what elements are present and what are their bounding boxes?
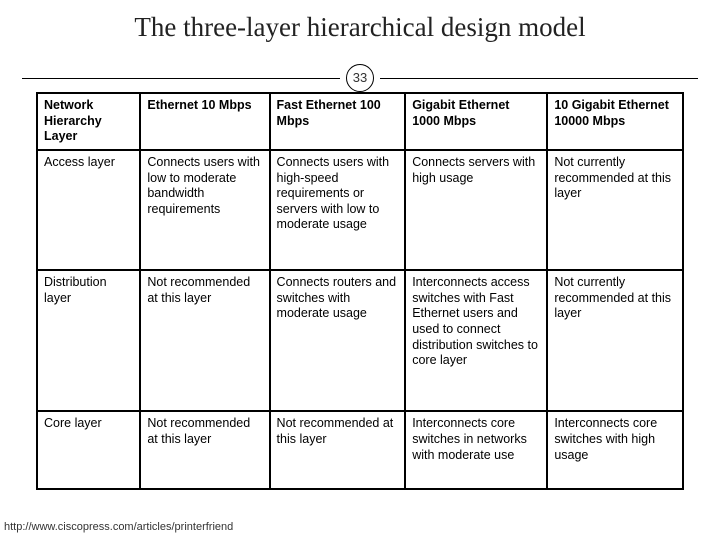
cell: Access layer xyxy=(37,150,140,270)
cell: Distribution layer xyxy=(37,270,140,411)
table-row: Distribution layer Not recommended at th… xyxy=(37,270,683,411)
cell: Connects users with high-speed requireme… xyxy=(270,150,406,270)
col-header: 10 Gigabit Ethernet 10000 Mbps xyxy=(547,93,683,150)
cell: Interconnects core switches with high us… xyxy=(547,411,683,489)
cell: Interconnects access switches with Fast … xyxy=(405,270,547,411)
hierarchy-table: Network Hierarchy Layer Ethernet 10 Mbps… xyxy=(36,92,684,490)
title-rule: 33 xyxy=(22,64,698,92)
rule-left xyxy=(22,78,340,79)
footer-line1: http://www.ciscopress.com/articles/print… xyxy=(4,521,233,533)
table-row: Access layer Connects users with low to … xyxy=(37,150,683,270)
cell: Not currently recommended at this layer xyxy=(547,150,683,270)
rule-right xyxy=(380,78,698,79)
col-header: Ethernet 10 Mbps xyxy=(140,93,269,150)
cell: Connects routers and switches with moder… xyxy=(270,270,406,411)
cell: Connects servers with high usage xyxy=(405,150,547,270)
col-header: Fast Ethernet 100 Mbps xyxy=(270,93,406,150)
table-row: Core layer Not recommended at this layer… xyxy=(37,411,683,489)
col-header: Gigabit Ethernet 1000 Mbps xyxy=(405,93,547,150)
slide: The three-layer hierarchical design mode… xyxy=(0,0,720,540)
table-container: Network Hierarchy Layer Ethernet 10 Mbps… xyxy=(36,92,684,490)
col-header: Network Hierarchy Layer xyxy=(37,93,140,150)
cell: Not recommended at this layer xyxy=(270,411,406,489)
cell: Connects users with low to moderate band… xyxy=(140,150,269,270)
cell: Not recommended at this layer xyxy=(140,270,269,411)
cell: Not currently recommended at this layer xyxy=(547,270,683,411)
cell: Interconnects core switches in networks … xyxy=(405,411,547,489)
cell: Core layer xyxy=(37,411,140,489)
table-header-row: Network Hierarchy Layer Ethernet 10 Mbps… xyxy=(37,93,683,150)
page-title: The three-layer hierarchical design mode… xyxy=(0,12,720,43)
footer-url: http://www.ciscopress.com/articles/print… xyxy=(4,521,233,534)
cell: Not recommended at this layer xyxy=(140,411,269,489)
slide-number-badge: 33 xyxy=(346,64,374,92)
